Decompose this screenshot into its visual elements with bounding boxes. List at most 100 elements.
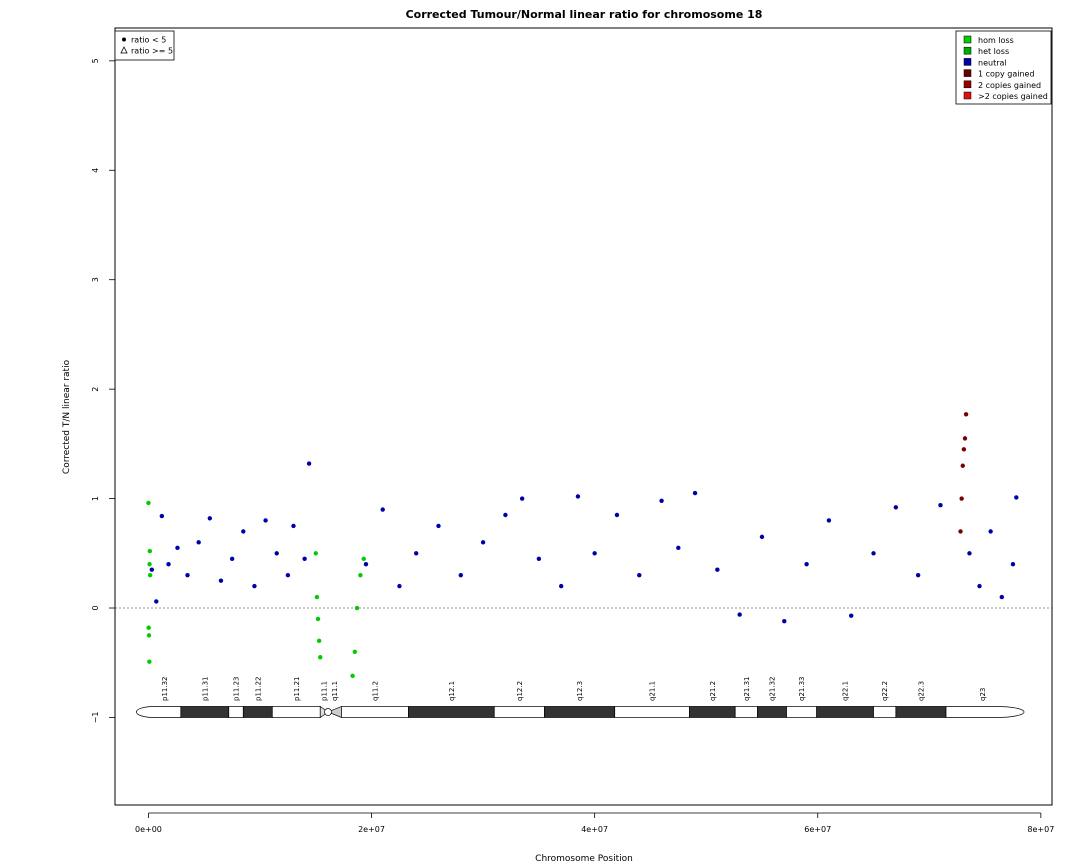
state-legend: hom loss het loss neutral 1 copy gained 2 co… bbox=[955, 30, 1052, 105]
data-point bbox=[306, 461, 312, 466]
data-point bbox=[318, 655, 323, 660]
data-point bbox=[519, 496, 525, 501]
data-point bbox=[154, 599, 159, 604]
cytoband-label: q12.2 bbox=[516, 681, 524, 701]
cytoband-label: q11.2 bbox=[371, 681, 379, 701]
data-point bbox=[963, 412, 969, 417]
shape-legend: ratio < 5 ratio >= 5 bbox=[114, 30, 175, 61]
data-point bbox=[146, 633, 152, 638]
data-point bbox=[166, 562, 171, 567]
cytoband-label: q21.1 bbox=[649, 681, 657, 701]
data-point bbox=[274, 551, 279, 556]
state-legend-swatch bbox=[963, 58, 972, 66]
state-legend-label: 1 copy gained bbox=[978, 70, 1035, 79]
cytoband bbox=[228, 706, 244, 718]
data-point bbox=[147, 659, 152, 664]
data-point bbox=[285, 572, 291, 578]
x-tick-label: 4e+07 bbox=[581, 825, 608, 834]
data-point bbox=[503, 512, 508, 518]
data-point bbox=[962, 436, 968, 441]
data-point bbox=[480, 540, 486, 545]
data-point bbox=[397, 583, 402, 589]
state-legend-swatch bbox=[963, 35, 972, 44]
data-point bbox=[291, 523, 296, 529]
cytoband-label: p11.1 bbox=[321, 681, 329, 701]
data-point bbox=[436, 523, 441, 529]
data-point bbox=[350, 673, 355, 679]
shape-legend-label-0: ratio < 5 bbox=[131, 36, 166, 45]
data-point bbox=[218, 578, 224, 583]
data-point bbox=[263, 518, 268, 523]
data-point bbox=[893, 505, 899, 510]
cytoband bbox=[895, 706, 947, 718]
data-point bbox=[938, 502, 943, 508]
data-point bbox=[147, 548, 153, 554]
data-point bbox=[313, 551, 318, 556]
chart-title: Corrected Tumour/Normal linear ratio for… bbox=[406, 8, 763, 21]
data-point bbox=[536, 556, 542, 561]
state-legend-label: 2 copies gained bbox=[978, 81, 1041, 90]
cytoband bbox=[734, 706, 758, 718]
y-tick-label: 1 bbox=[91, 496, 100, 501]
data-point bbox=[363, 562, 369, 567]
data-point bbox=[558, 583, 564, 589]
data-point bbox=[147, 562, 152, 567]
data-point bbox=[977, 583, 982, 589]
data-point bbox=[849, 613, 854, 618]
cytoband-label: q21.32 bbox=[769, 676, 777, 700]
data-point bbox=[614, 512, 620, 518]
data-point bbox=[361, 556, 366, 561]
data-point bbox=[659, 498, 664, 503]
data-point bbox=[229, 556, 235, 561]
cytoband bbox=[873, 706, 897, 718]
data-point bbox=[826, 518, 832, 523]
plot-frame bbox=[114, 27, 1053, 806]
data-point bbox=[592, 551, 597, 556]
cytoband-label: q12.1 bbox=[448, 681, 456, 701]
data-point bbox=[959, 496, 964, 501]
data-point bbox=[915, 572, 921, 578]
shape-legend-circle-symbol bbox=[122, 37, 126, 42]
data-point bbox=[637, 572, 642, 578]
cytoband bbox=[136, 706, 182, 718]
data-point bbox=[358, 572, 363, 578]
data-point bbox=[316, 638, 322, 644]
data-point bbox=[676, 545, 681, 551]
y-tick-label: 0 bbox=[91, 605, 100, 610]
data-point bbox=[988, 529, 993, 534]
data-point bbox=[175, 545, 180, 551]
data-point bbox=[804, 562, 809, 567]
cytoband bbox=[180, 706, 230, 718]
cytoband-label: p11.22 bbox=[254, 676, 262, 700]
axes: −1 0 1 2 3 4 5 0e+00 2e+07 4e+07 6e+07 8e+07 bbox=[91, 58, 1054, 834]
cytoband bbox=[816, 706, 874, 718]
x-tick-label: 2e+07 bbox=[358, 825, 385, 834]
data-point bbox=[999, 594, 1005, 600]
state-legend-label: >2 copies gained bbox=[978, 92, 1048, 101]
cytoband-label: q22.3 bbox=[917, 681, 925, 701]
cytoband bbox=[786, 706, 817, 718]
y-tick-label: 4 bbox=[91, 168, 100, 173]
data-point bbox=[147, 572, 153, 578]
data-point bbox=[241, 529, 246, 534]
x-axis-label: Chromosome Position bbox=[535, 854, 633, 864]
cytoband-label: q22.2 bbox=[881, 681, 889, 701]
data-point bbox=[252, 583, 257, 589]
state-legend-box bbox=[955, 30, 1052, 105]
data-point bbox=[314, 594, 320, 600]
cytoband-label: p11.32 bbox=[161, 676, 169, 700]
data-point bbox=[871, 551, 876, 556]
cytoband-label: q11.1 bbox=[331, 681, 339, 701]
state-legend-swatch bbox=[963, 80, 972, 89]
data-point bbox=[207, 516, 213, 521]
data-point bbox=[967, 551, 972, 556]
data-point bbox=[961, 447, 967, 452]
x-tick-label: 0e+00 bbox=[135, 825, 162, 834]
cytoband bbox=[614, 706, 690, 718]
cytoband-label: p11.21 bbox=[293, 676, 301, 700]
data-point bbox=[782, 618, 787, 624]
cytoband bbox=[408, 706, 495, 718]
data-point bbox=[146, 625, 151, 630]
data-point bbox=[380, 507, 385, 512]
